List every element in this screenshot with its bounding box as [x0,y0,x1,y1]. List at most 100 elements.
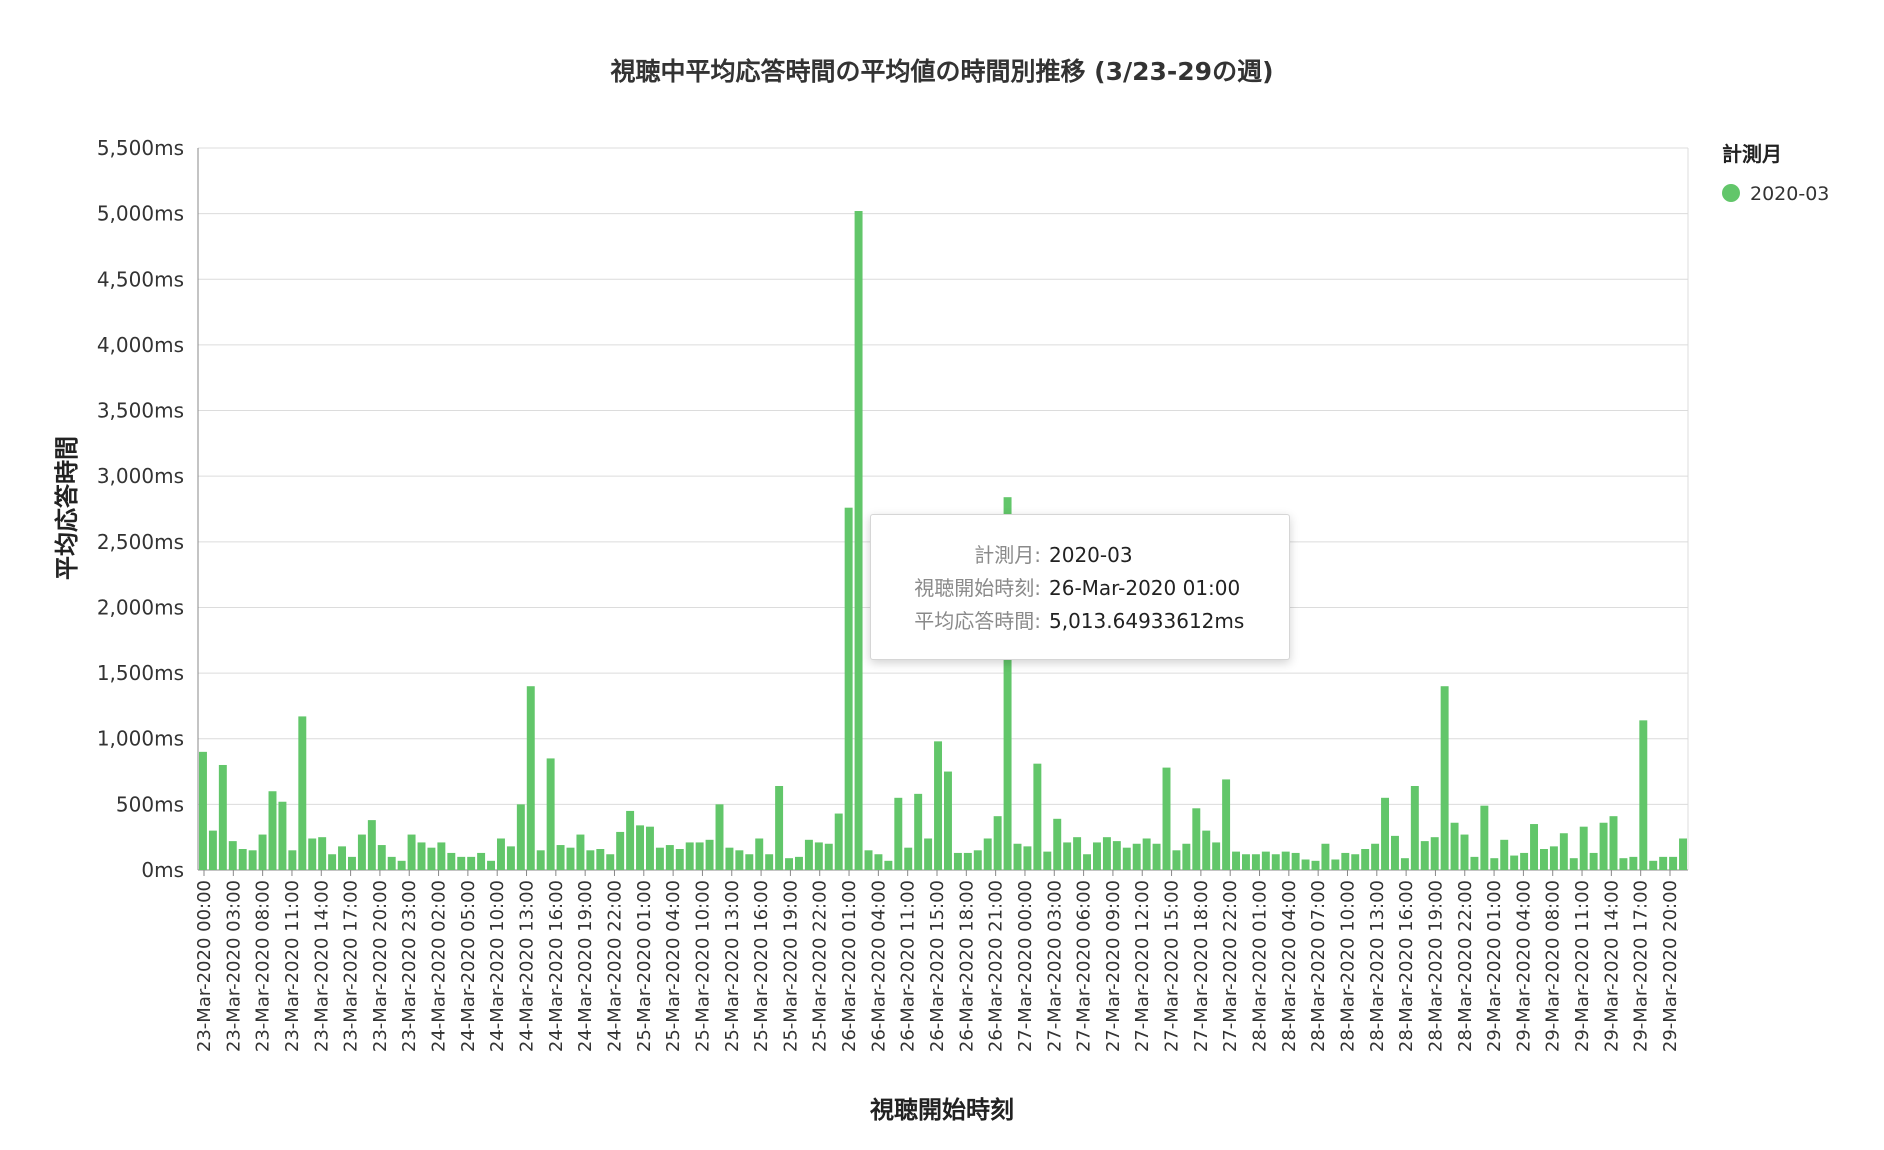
bar[interactable] [248,850,257,870]
bar[interactable] [894,797,903,870]
bar[interactable] [457,856,466,870]
bar[interactable] [596,849,605,870]
bar[interactable] [685,842,694,870]
bar[interactable] [417,842,426,870]
bar[interactable] [616,831,625,870]
bar[interactable] [1500,839,1509,870]
bar[interactable] [496,838,505,870]
bar[interactable] [983,838,992,870]
bar[interactable] [347,856,356,870]
bar[interactable] [1053,818,1062,870]
bar[interactable] [377,845,386,870]
bar[interactable] [1232,851,1241,870]
bar[interactable] [914,793,923,870]
bar[interactable] [904,847,913,870]
bar[interactable] [775,785,784,870]
bar[interactable] [467,856,476,870]
bar[interactable] [437,842,446,870]
bar[interactable] [1301,859,1310,871]
bar[interactable] [487,860,496,870]
bar[interactable] [626,810,635,870]
bar[interactable] [834,813,843,870]
bar[interactable] [1251,854,1260,870]
bar[interactable] [397,860,406,870]
bar[interactable] [1629,856,1638,870]
bar[interactable] [1112,841,1121,870]
bar[interactable] [924,838,933,870]
bar[interactable] [328,854,337,870]
bar[interactable] [963,852,972,870]
bar[interactable] [556,845,565,870]
bar[interactable] [1142,838,1151,870]
bar[interactable] [357,834,366,870]
bar[interactable] [1470,856,1479,870]
bar[interactable] [606,854,615,870]
bar[interactable] [804,839,813,870]
bar[interactable] [1450,822,1459,870]
bar[interactable] [735,850,744,870]
bar[interactable] [1291,852,1300,870]
bar[interactable] [1241,854,1250,870]
bar[interactable] [566,847,575,870]
bar[interactable] [1410,785,1419,870]
bar[interactable] [1341,852,1350,870]
bar[interactable] [536,850,545,870]
bar[interactable] [208,830,217,870]
bar[interactable] [1331,859,1340,871]
bar[interactable] [1063,842,1072,870]
bar[interactable] [1192,808,1201,870]
bar[interactable] [1073,837,1082,870]
bar[interactable] [854,211,863,870]
bar[interactable] [993,816,1002,870]
bar[interactable] [1390,835,1399,870]
bar[interactable] [1321,843,1330,870]
bar[interactable] [516,804,525,870]
bar[interactable] [725,847,734,870]
bar[interactable] [1311,860,1320,870]
bar[interactable] [1261,851,1270,870]
bar[interactable] [1043,851,1052,870]
bar[interactable] [1351,854,1360,870]
bar[interactable] [884,860,893,870]
bar[interactable] [864,850,873,870]
bar[interactable] [1520,852,1529,870]
bar[interactable] [1271,854,1280,870]
bar[interactable] [1400,858,1409,870]
bar[interactable] [1152,843,1161,870]
bar[interactable] [1172,850,1181,870]
bar[interactable] [1569,858,1578,870]
bar[interactable] [477,852,486,870]
bar[interactable] [655,847,664,870]
bar[interactable] [824,843,833,870]
bar[interactable] [794,856,803,870]
bar[interactable] [198,751,207,870]
bar[interactable] [755,838,764,870]
bar[interactable] [1162,767,1171,870]
bar[interactable] [1202,830,1211,870]
bar[interactable] [258,834,267,870]
bar[interactable] [447,852,456,870]
bar[interactable] [1619,858,1628,870]
bar[interactable] [1102,837,1111,870]
bar[interactable] [576,834,585,870]
bar[interactable] [1222,779,1231,870]
bar[interactable] [973,850,982,870]
bar[interactable] [1589,852,1598,870]
bar[interactable] [268,791,277,870]
bar[interactable] [1430,837,1439,870]
bar[interactable] [695,842,704,870]
bar[interactable] [1182,843,1191,870]
bar[interactable] [1559,833,1568,870]
bar[interactable] [387,856,396,870]
bar[interactable] [1381,797,1390,870]
bar[interactable] [1083,854,1092,870]
bar[interactable] [675,849,684,870]
bar[interactable] [785,858,794,870]
bar[interactable] [1530,824,1539,870]
bar[interactable] [1609,816,1618,870]
bar[interactable] [1490,858,1499,870]
bar[interactable] [1659,856,1668,870]
bar[interactable] [1281,851,1290,870]
bar[interactable] [1599,822,1608,870]
bar[interactable] [1649,860,1658,870]
